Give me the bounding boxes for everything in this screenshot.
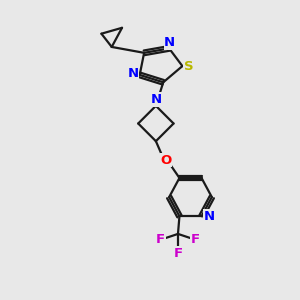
Text: N: N xyxy=(128,67,139,80)
Text: N: N xyxy=(150,93,161,106)
Text: F: F xyxy=(156,233,165,246)
Text: F: F xyxy=(191,233,200,246)
Text: S: S xyxy=(184,60,194,73)
Text: F: F xyxy=(173,247,182,260)
Text: N: N xyxy=(164,36,175,49)
Text: O: O xyxy=(160,154,172,167)
Text: N: N xyxy=(203,210,214,223)
